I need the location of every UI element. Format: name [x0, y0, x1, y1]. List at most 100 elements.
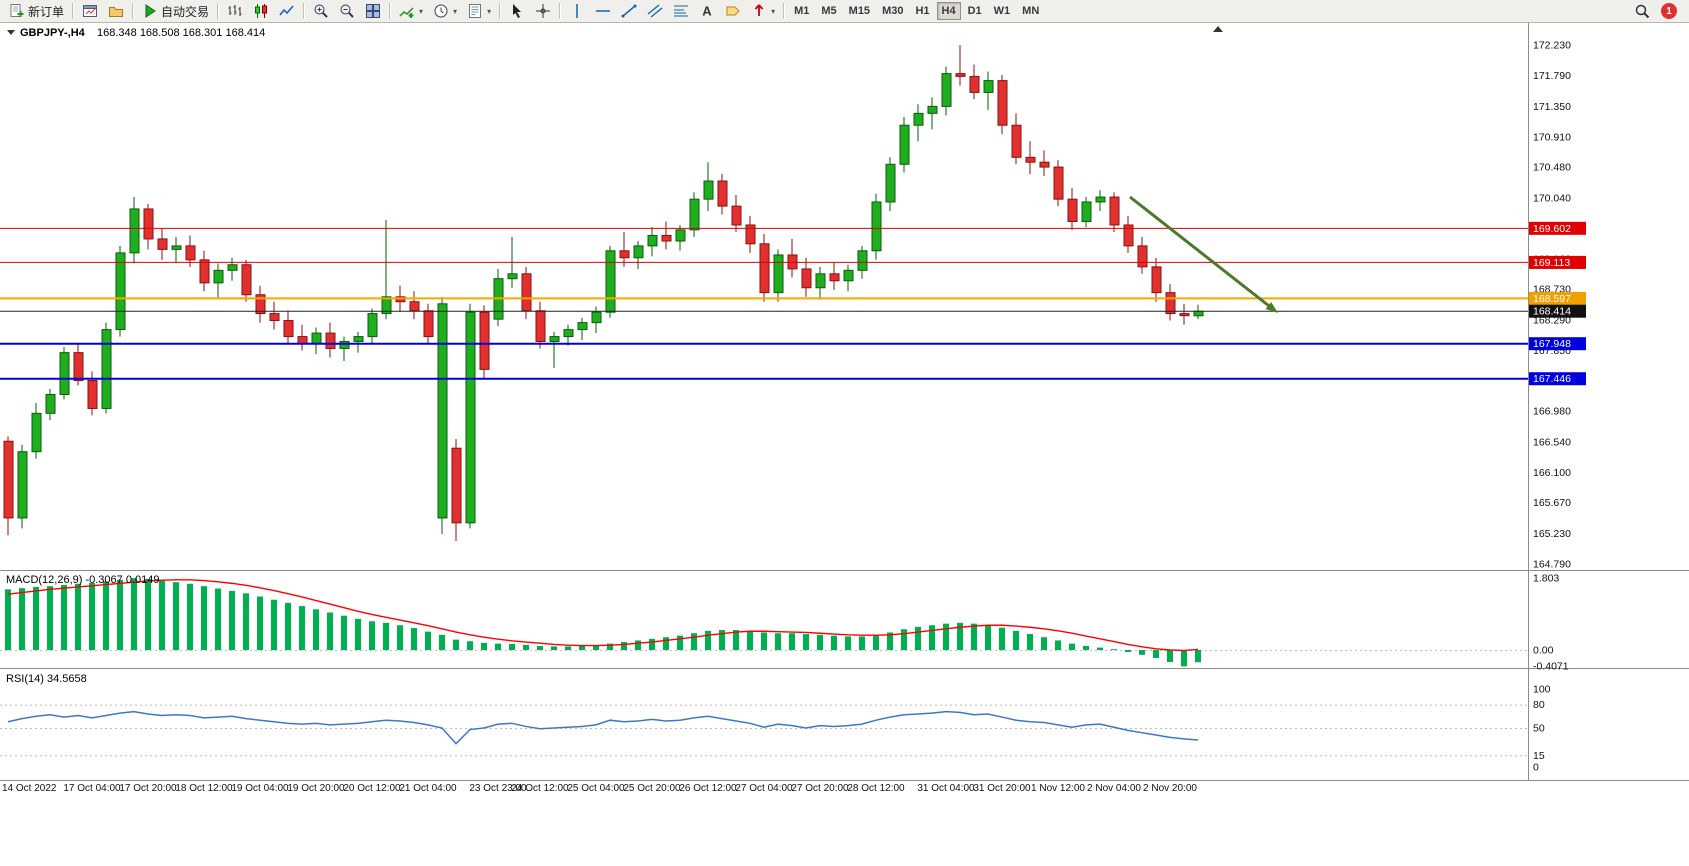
toolbar-group-chart-tools: ▾ ▾ ▾ [394, 1, 496, 21]
candle [1193, 310, 1204, 317]
new-chart-icon [83, 5, 98, 17]
candle [1137, 245, 1148, 268]
candle [899, 124, 910, 165]
candles-chart-button[interactable] [249, 1, 273, 21]
timeframe-d1-button[interactable]: D1 [963, 2, 987, 20]
candle [927, 105, 938, 114]
svg-text:15: 15 [1533, 750, 1545, 762]
svg-text:172.230: 172.230 [1533, 40, 1571, 52]
vertical-line-button[interactable] [565, 1, 589, 21]
bars-chart-button[interactable] [223, 1, 247, 21]
zoom-out-button[interactable] [335, 1, 359, 21]
candle [941, 73, 952, 107]
channel-icon [647, 4, 663, 18]
periods-button[interactable]: ▾ [429, 1, 461, 21]
dropdown-caret-icon: ▾ [487, 6, 492, 16]
time-axis-label: 21 Oct 04:00 [399, 783, 457, 794]
toolbar-separator [303, 3, 306, 19]
candle [731, 205, 742, 226]
tile-windows-button[interactable] [361, 1, 385, 21]
timeframe-mn-button[interactable]: MN [1017, 2, 1044, 20]
new-order-icon [10, 4, 24, 17]
svg-text:164.790: 164.790 [1533, 559, 1571, 571]
toolbar-group-draw-tools: A ▾ [564, 1, 780, 21]
timeframe-w1-button[interactable]: W1 [989, 2, 1016, 20]
candle [1067, 198, 1078, 222]
candle [339, 340, 350, 349]
candle [1081, 201, 1092, 222]
profiles-button[interactable] [104, 1, 128, 21]
timeframe-w1-button-label: W1 [993, 5, 1011, 17]
candle [3, 440, 14, 519]
candle [535, 310, 546, 342]
indicators-button[interactable]: ▾ [395, 1, 427, 21]
search-button[interactable] [1630, 1, 1654, 21]
channel-button[interactable] [643, 1, 667, 21]
cursor-button[interactable] [505, 1, 529, 21]
candle [241, 264, 252, 296]
label-button[interactable] [721, 1, 745, 21]
timeframe-m30-button[interactable]: M30 [877, 2, 908, 20]
timeframe-m1-button-label: M1 [794, 5, 810, 17]
svg-text:167.948: 167.948 [1533, 338, 1571, 350]
timeframe-m15-button[interactable]: M15 [844, 2, 875, 20]
candle [479, 311, 490, 370]
trendline-button[interactable] [617, 1, 641, 21]
timeframe-h4-button-label: H4 [941, 5, 956, 17]
toolbar-separator [72, 3, 75, 19]
candle [1151, 266, 1162, 294]
arrows-button[interactable]: ▾ [747, 1, 779, 21]
svg-text:167.446: 167.446 [1533, 373, 1571, 385]
horizontal-line-button[interactable] [591, 1, 615, 21]
toolbar-group-zoom [308, 1, 386, 21]
candle [605, 250, 616, 313]
chart-background [0, 23, 1689, 861]
crosshair-button[interactable] [531, 1, 555, 21]
toolbar-separator [217, 3, 220, 19]
toolbar-group-chart-type [222, 1, 300, 21]
trend-arrow[interactable] [1129, 195, 1275, 311]
candle [619, 250, 630, 259]
candle [59, 352, 70, 395]
toolbar-separator [559, 3, 562, 19]
one-click-trading-toggle[interactable] [7, 30, 15, 35]
chart-shift-marker[interactable] [1213, 26, 1223, 32]
timeframe-m1-button[interactable]: M1 [789, 2, 814, 20]
timeframe-d1-button-label: D1 [967, 5, 982, 17]
zoom-in-icon [314, 4, 328, 18]
candle [1109, 196, 1120, 226]
svg-text:165.670: 165.670 [1533, 497, 1571, 509]
candle [157, 238, 168, 250]
timeframe-m15-button-label: M15 [848, 5, 871, 17]
candle [689, 198, 700, 231]
svg-text:100: 100 [1533, 684, 1551, 696]
chart-canvas[interactable]: 172.230 171.790 171.350 170.910 170.480 170.0… [0, 23, 1689, 861]
timeframe-h1-button[interactable]: H1 [910, 2, 934, 20]
candle [969, 75, 980, 93]
time-axis-label: 31 Oct 04:00 [917, 783, 975, 794]
zoom-in-button[interactable] [309, 1, 333, 21]
toolbar-separator [132, 3, 135, 19]
time-axis-label: 1 Nov 12:00 [1031, 783, 1085, 794]
templates-icon [469, 4, 482, 18]
text-button[interactable]: A [695, 1, 719, 21]
price-badge-169.113: 169.113 [1529, 255, 1586, 269]
line-chart-button[interactable] [275, 1, 299, 21]
svg-text:171.350: 171.350 [1533, 101, 1571, 113]
new-chart-button[interactable] [78, 1, 102, 21]
timeframe-h4-button[interactable]: H4 [936, 2, 961, 20]
candle [1165, 292, 1176, 315]
hline-icon [596, 10, 611, 12]
timeframe-m5-button-label: M5 [821, 5, 837, 17]
timeframe-m5-button[interactable]: M5 [816, 2, 841, 20]
new-order-button[interactable]: 新订单 [5, 1, 68, 21]
templates-button[interactable]: ▾ [463, 1, 495, 21]
autotrading-button[interactable]: 自动交易 [138, 1, 213, 21]
rsi-label: RSI(14) 34.5658 [6, 673, 87, 685]
notification-badge[interactable]: 1 [1661, 3, 1677, 19]
time-axis-label: 14 Oct 2022 [2, 783, 57, 794]
fibonacci-button[interactable] [669, 1, 693, 21]
time-axis-label: 19 Oct 04:00 [231, 783, 289, 794]
candle [591, 311, 602, 324]
